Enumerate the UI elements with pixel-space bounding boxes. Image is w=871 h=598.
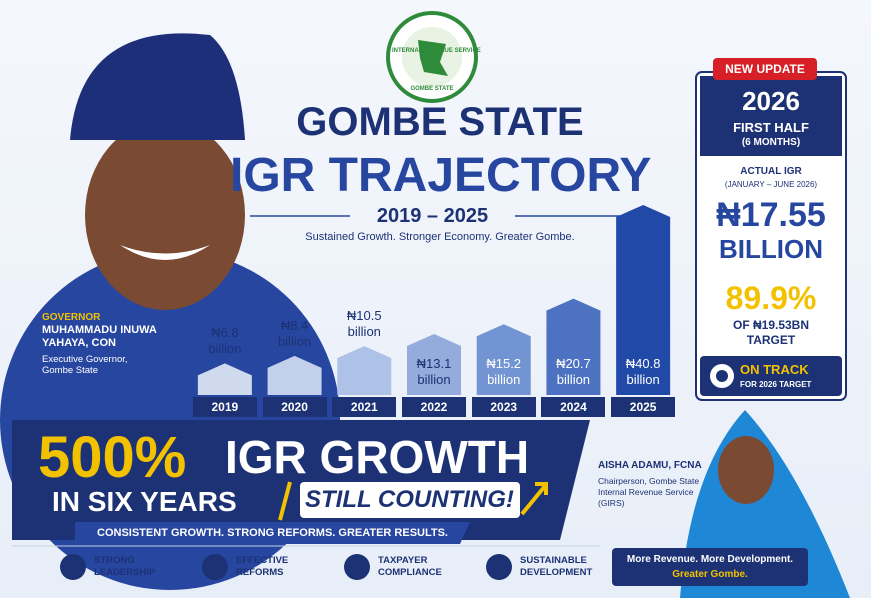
x-tick-label: 2021 [332,397,397,417]
pillar-label: EFFECTIVE REFORMS [236,555,289,578]
target-icon-core [716,370,728,382]
update-year: 2026 [742,86,800,116]
governor-cap [70,33,245,140]
x-tick-label: 2025 [611,397,676,417]
banner-tagline: CONSISTENT GROWTH. STRONG REFORMS. GREAT… [97,527,448,539]
badge [713,58,817,80]
pillar-icon [344,554,370,580]
chairperson-name: AISHA ADAMU, FCNA [598,460,702,471]
headline-number: 500% [38,425,187,490]
tagline: Sustained Growth. Stronger Economy. Grea… [305,231,575,243]
x-tick-label: 2019 [192,397,257,417]
badge-text: NEW UPDATE [725,62,805,76]
update-period: FIRST HALF [733,120,809,135]
banner-tagline-bg [75,522,470,544]
logo-top: INTERNAL REVENUE SERVICE [392,48,481,54]
logo-bottom: GOMBE STATE [410,86,454,92]
governor-position: Executive Governor, Gombe State [42,354,128,376]
period: 2019 – 2025 [376,205,489,227]
pillar-label: SUSTAINABLE DEVELOPMENT [520,555,593,578]
status-note: FOR 2026 TARGET [740,380,812,389]
governor-face [85,120,245,310]
chairperson-role: Chairperson, Gombe State Internal Revenu… [598,476,700,508]
governor-role: GOVERNOR [42,312,101,323]
value-label: ₦6.8 billion [208,325,242,357]
chart-subtitle: IGR TRAJECTORY [230,149,652,202]
x-tick-label: 2022 [402,397,466,417]
bar [197,363,252,395]
governor-smile [120,245,210,260]
pillar: TAXPAYER COMPLIANCE [344,546,468,588]
value-label: ₦10.5 billion [346,308,382,340]
counting-bg [300,482,520,518]
logo-map [418,40,448,76]
chairperson-face [718,436,774,504]
status: ON TRACK [740,362,809,377]
x-tick-label: 2023 [471,397,536,417]
bar [267,355,322,395]
value-label: ₦15.2 billion [486,356,522,387]
update-months: (6 MONTHS) [741,137,801,148]
actual-label: ACTUAL IGR [740,166,802,177]
bar [616,205,671,395]
headline: IGR GROWTH [225,431,530,483]
bar [476,324,531,395]
actual-unit: BILLION [719,234,823,264]
status-box [700,356,842,396]
pillar: SUSTAINABLE DEVELOPMENT [486,546,610,588]
pillar-icon [486,554,512,580]
growth-arrow [520,482,548,516]
bar [337,346,392,395]
value-label: ₦20.7 billion [556,356,591,387]
x-tick-label: 2020 [262,397,327,417]
governor-name: MUHAMMADU INUWA YAHAYA, CON [42,324,157,349]
pillar-icon [60,554,86,580]
target-percent: 89.9% [725,280,817,316]
slash [278,481,292,521]
footer-box [612,548,808,586]
value-label: ₦13.1 billion [416,356,452,387]
pillar-label: STRONG LEADERSHIP [94,555,156,578]
footer-line2: Greater Gombe. [672,569,748,580]
still-counting: STILL COUNTING! [305,486,514,513]
bar [546,298,601,395]
pillar: EFFECTIVE REFORMS [202,546,326,588]
pillar-label: TAXPAYER COMPLIANCE [378,555,442,578]
x-tick-label: 2024 [541,397,606,417]
pillar-icon [202,554,228,580]
bar [407,333,461,395]
value-label: ₦40.8 billion [625,356,661,387]
actual-amount: ₦17.55 [716,196,826,234]
target-text: OF ₦19.53BN TARGET [732,318,810,347]
update-panel-header [700,76,842,156]
headline-line2: IN SIX YEARS [52,486,237,517]
footer-line1: More Revenue. More Development. [626,554,794,565]
actual-range: (JANUARY – JUNE 2026) [724,180,818,189]
pillar: STRONG LEADERSHIP [60,546,184,588]
chart-title: GOMBE STATE [296,100,584,144]
value-label: ₦8.4 billion [277,317,312,349]
